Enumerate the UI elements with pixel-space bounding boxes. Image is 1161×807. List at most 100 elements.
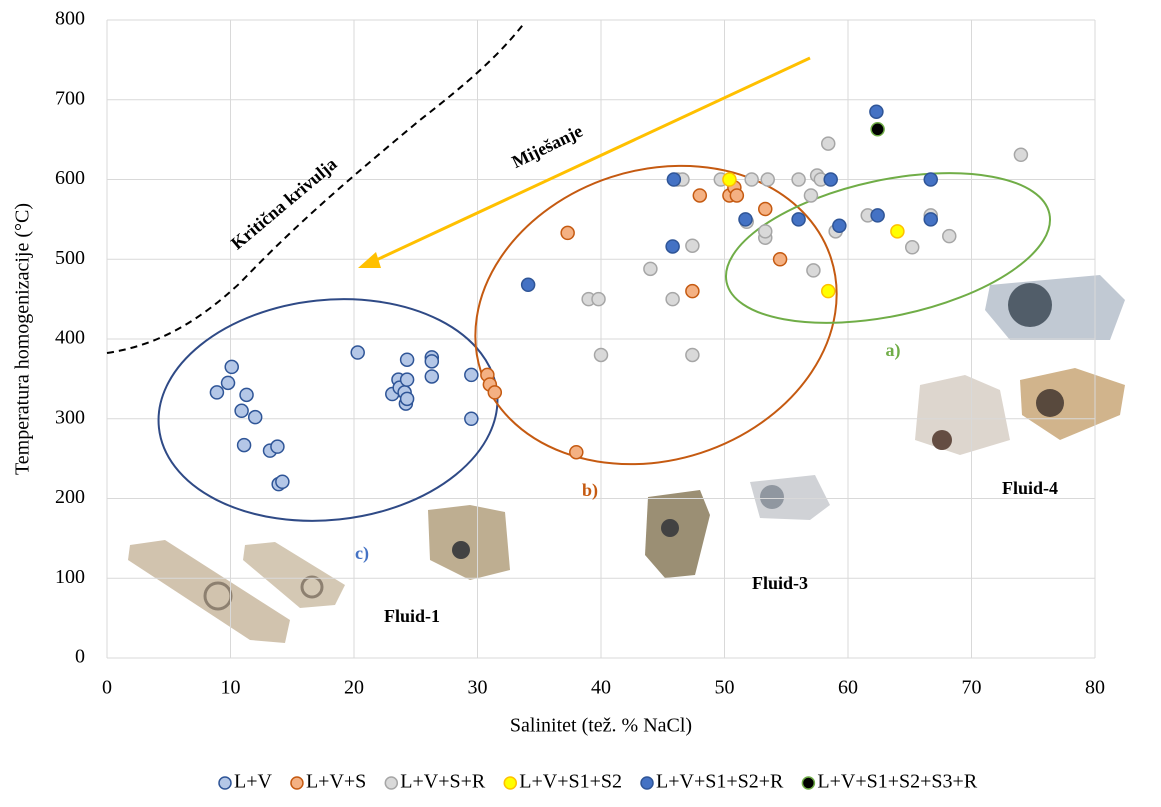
point [593,347,609,363]
point [239,387,254,403]
point [666,172,682,187]
x-tick-label: 60 [838,677,858,699]
legend-marker [503,776,518,790]
annotation: a) [886,340,901,361]
legend-marker [801,776,816,790]
legend-marker [218,776,232,790]
mixing-arrowhead [358,252,381,268]
point [923,172,938,187]
point [665,239,680,254]
point [591,291,606,307]
photo [1008,283,1052,327]
photo [985,275,1125,340]
x-tick-label: 30 [468,677,488,699]
inclusion-photos [128,275,1125,643]
cluster-c [157,298,499,522]
point [744,172,759,187]
y-tick-label: 700 [55,87,85,109]
x-tick-label: 80 [1085,677,1105,699]
point [399,391,415,407]
photo [645,490,710,578]
point [247,409,263,425]
x-tick-label: 50 [715,677,735,699]
point [209,385,225,400]
point [791,212,806,227]
legend-marker [384,776,399,790]
photo [452,541,470,559]
x-tick-label: 40 [591,677,611,699]
point [890,224,905,239]
mixing-arrow [371,56,811,264]
point [760,172,775,187]
point [685,238,700,253]
y-tick-label: 500 [55,247,85,269]
y-tick-label: 800 [55,8,85,30]
point [275,474,290,490]
point [234,403,249,419]
x-tick-label: 10 [221,677,241,699]
y-tick-label: 400 [55,327,85,349]
point [665,291,680,307]
annotation: b) [582,480,598,501]
point [643,261,658,277]
point [520,277,536,293]
point [236,437,252,453]
cluster-a [724,172,1052,324]
annotation: Fluid-1 [384,606,440,626]
point [560,225,575,241]
point [820,136,836,151]
point [870,122,885,137]
point [350,345,365,360]
point [820,283,836,299]
annotation: Miješanje [509,121,586,172]
point [424,354,440,369]
annotation: Fluid-4 [1002,478,1058,498]
x-tick-label: 20 [344,677,364,699]
x-axis-title: Salinitet (tež. % NaCl) [510,715,692,737]
cluster-b [474,164,838,466]
photo [1020,368,1125,440]
legend-marker [290,776,304,790]
x-tick-label: 0 [102,677,112,699]
x-tick-label: 70 [962,677,982,699]
point [823,172,838,187]
point [870,208,885,223]
photo [661,519,679,537]
photo [243,542,345,608]
point [904,240,920,255]
legend-label: L+V+S1+S2+R [656,771,784,793]
point [758,224,773,239]
legend-label: L+V+S+R [400,771,486,793]
point [772,252,788,267]
point [464,411,479,426]
y-axis-title: Temperatura homogenizacije (°C) [12,203,34,475]
point [685,347,700,363]
annotation: Fluid-3 [752,573,808,593]
photo [428,505,510,580]
point [803,188,819,203]
legend-label: L+V+S1+S2+S3+R [817,771,977,793]
legend-label: L+V [234,771,272,793]
photo [1036,389,1064,417]
legend-label: L+V+S [306,771,366,793]
photo [760,485,784,509]
point [729,188,745,203]
point [832,218,847,234]
point [685,283,700,299]
annotation: c) [355,543,369,564]
point [224,359,239,375]
point [942,228,957,244]
point [399,352,415,367]
point [399,372,415,387]
point [806,263,821,278]
point [220,375,236,391]
point [424,369,440,384]
y-tick-label: 0 [75,646,85,668]
photo [300,575,324,599]
point [869,104,884,119]
critical-curve [106,21,526,354]
legend-label: L+V+S1+S2 [519,771,622,793]
y-tick-label: 600 [55,167,85,189]
photo [915,375,1010,455]
